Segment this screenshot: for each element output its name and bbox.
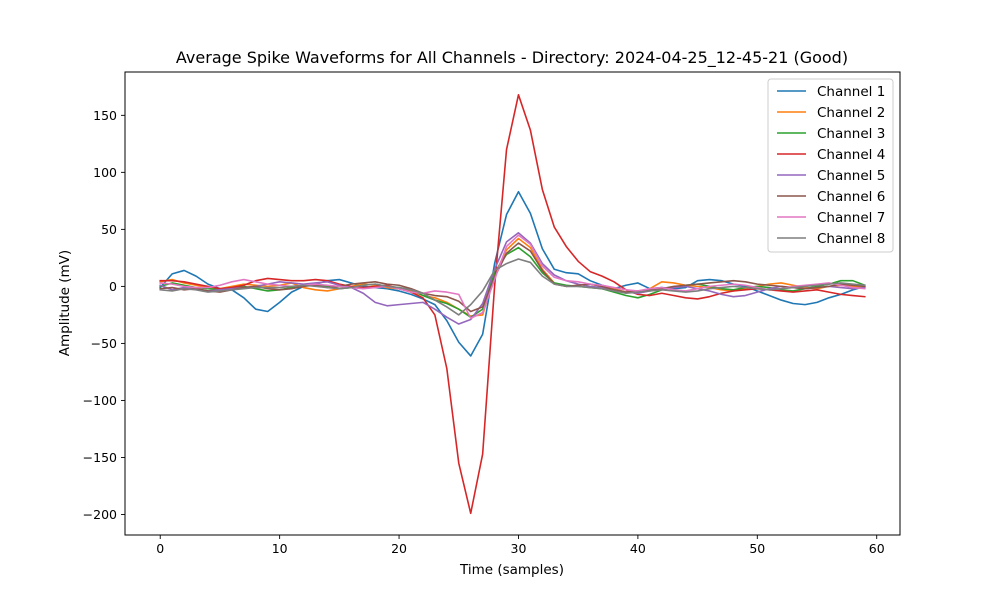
y-tick-label: −100: [83, 393, 117, 408]
series-line-channel-5: [159, 232, 866, 325]
y-axis: −200 −150 −100 −50 0 50 100 150: [83, 108, 125, 522]
plot-frame: [124, 71, 901, 536]
y-tick-label: 100: [93, 165, 117, 180]
legend-frame: [767, 78, 894, 253]
x-tick-label: 40: [630, 541, 646, 556]
legend-entries: Channel 1 Channel 2 Channel 3 Channel 4 Chan…: [777, 84, 885, 247]
x-axis: 0 10 20 30 40 50 60: [156, 535, 885, 556]
x-tick-label: 20: [391, 541, 407, 556]
legend-label-channel-3: Channel 3: [817, 126, 885, 142]
series-line-channel-6: [159, 242, 866, 313]
y-tick-label: 50: [101, 222, 117, 237]
series-layer: [159, 94, 866, 515]
legend-label-channel-7: Channel 7: [817, 210, 885, 226]
x-tick-label: 30: [511, 541, 527, 556]
y-tick-label: −150: [83, 450, 117, 465]
series-line-channel-8: [159, 258, 866, 316]
x-tick-label: 10: [272, 541, 288, 556]
chart-title: Average Spike Waveforms for All Channels…: [176, 48, 848, 68]
x-tick-label: 60: [869, 541, 885, 556]
series-line-channel-4: [159, 94, 866, 515]
y-tick-label: −200: [83, 507, 117, 522]
legend-label-channel-8: Channel 8: [817, 231, 885, 247]
x-tick-label: 0: [156, 541, 164, 556]
y-tick-label: 0: [109, 279, 117, 294]
y-axis-label: Amplitude (mV): [57, 250, 73, 356]
y-tick-label: 150: [93, 108, 117, 123]
legend-label-channel-1: Channel 1: [817, 84, 885, 100]
legend-label-channel-6: Channel 6: [817, 189, 885, 205]
x-axis-label: Time (samples): [459, 562, 564, 578]
legend-label-channel-2: Channel 2: [817, 105, 885, 121]
legend-label-channel-5: Channel 5: [817, 168, 885, 184]
series-line-channel-7: [159, 234, 866, 320]
x-tick-label: 50: [749, 541, 765, 556]
legend: Channel 1 Channel 2 Channel 3 Channel 4 Chan…: [767, 78, 894, 253]
y-tick-label: −50: [91, 336, 117, 351]
legend-label-channel-4: Channel 4: [817, 147, 885, 163]
